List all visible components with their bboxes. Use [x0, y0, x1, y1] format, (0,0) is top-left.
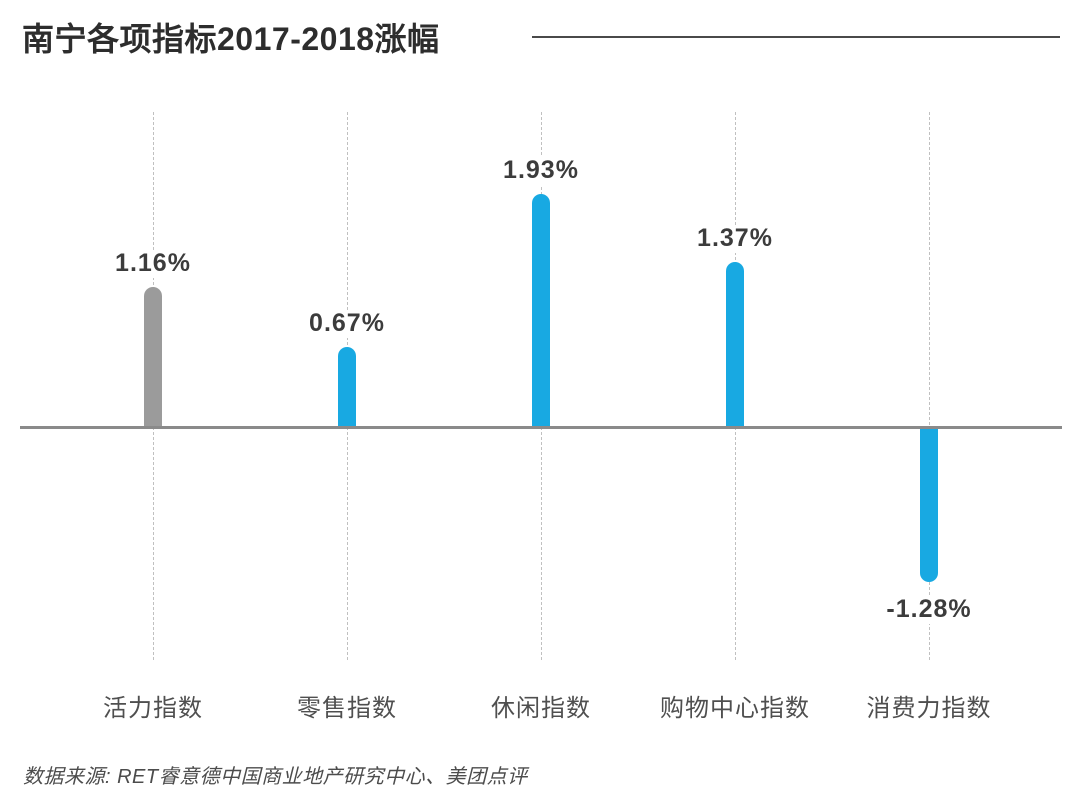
bar-vitality-index	[144, 287, 162, 429]
chart-title: 南宁各项指标2017-2018涨幅	[22, 21, 440, 57]
category-label: 零售指数	[294, 688, 400, 723]
category-label: 购物中心指数	[657, 688, 813, 723]
value-label: 1.16%	[111, 249, 195, 278]
bar-consumption-power-index	[920, 426, 938, 582]
value-label: 1.93%	[499, 156, 583, 185]
gridline-dashed	[929, 112, 930, 660]
bar-retail-index	[338, 347, 356, 429]
category-label: 休闲指数	[488, 688, 594, 723]
value-label: 0.67%	[305, 309, 389, 338]
bar-shopping-center-index	[726, 262, 744, 429]
data-source-note: 数据来源: RET睿意德中国商业地产研究中心、美团点评	[23, 766, 528, 788]
value-label: 1.37%	[693, 224, 777, 253]
title-rule-line	[532, 36, 1060, 38]
bar-leisure-index	[532, 194, 550, 429]
category-label: 活力指数	[100, 688, 206, 723]
value-label: -1.28%	[882, 595, 976, 624]
x-axis-line	[20, 426, 1062, 429]
category-label: 消费力指数	[863, 688, 995, 723]
